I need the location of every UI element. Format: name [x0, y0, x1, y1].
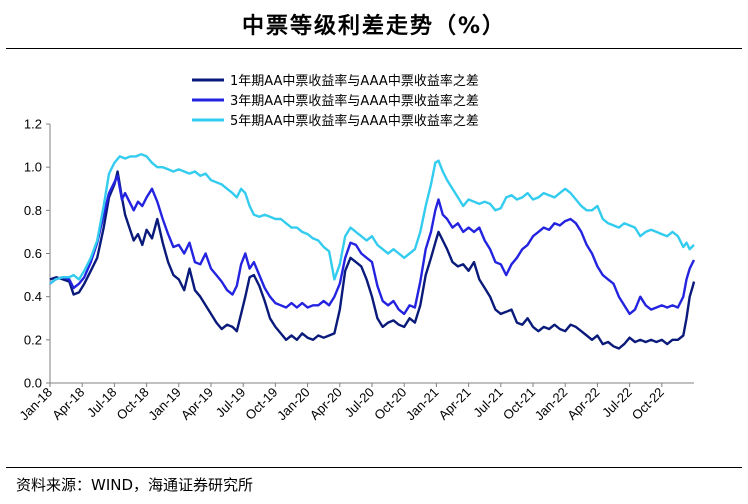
chart-title: 中票等级利差走势（%）	[241, 14, 507, 39]
series-line-3	[49, 153, 695, 285]
x-tick-label: Jul-20	[341, 385, 377, 421]
x-tick-label: Jan-19	[145, 385, 184, 424]
y-tick-label: 0.4	[24, 289, 42, 304]
source-note: 资料来源：WIND，海通证券研究所	[16, 476, 254, 494]
x-tick-label: Oct-19	[242, 385, 280, 423]
y-tick-label: 0.8	[24, 203, 42, 218]
x-tick-label: Apr-21	[436, 385, 474, 423]
line-chart: 0.0 0.2 0.4 0.6 0.8 1.0 1.2 Jan-18Apr-18Jul-18…	[16, 73, 696, 423]
x-tick-label: Jul-18	[84, 385, 120, 421]
x-tick-label: Oct-22	[629, 385, 667, 423]
x-tick-label: Oct-20	[371, 385, 409, 423]
series-line-2	[49, 174, 696, 316]
legend: 1年期AA中票收益率与AAA中票收益率之差 3年期AA中票收益率与AAA中票收益率…	[192, 73, 479, 129]
source-rule	[6, 467, 742, 468]
y-tick-label: 1.2	[24, 117, 42, 132]
x-tick-label: Jan-20	[274, 385, 313, 424]
axes	[49, 124, 694, 384]
legend-label-1: 1年期AA中票收益率与AAA中票收益率之差	[230, 73, 479, 89]
series-lines	[49, 153, 696, 350]
x-tick-label: Oct-21	[500, 385, 538, 423]
y-tick-label: 0.6	[24, 246, 42, 261]
x-tick-label: Apr-18	[49, 385, 87, 423]
x-tick-label: Oct-18	[114, 385, 152, 423]
x-axis-ticks: Jan-18Apr-18Jul-18Oct-18Jan-19Apr-19Jul-…	[16, 383, 667, 423]
x-tick-label: Apr-22	[564, 385, 602, 423]
series-line-1	[49, 170, 696, 350]
y-tick-label: 0.0	[24, 376, 42, 391]
x-tick-label: Jul-21	[470, 385, 506, 421]
x-tick-label: Jul-19	[213, 385, 249, 421]
x-tick-label: Apr-20	[307, 385, 345, 423]
x-tick-label: Jan-21	[403, 385, 442, 424]
legend-label-3: 5年期AA中票收益率与AAA中票收益率之差	[230, 113, 479, 129]
x-tick-label: Jan-22	[532, 385, 571, 424]
y-tick-label: 0.2	[24, 332, 42, 347]
x-tick-label: Jul-22	[599, 385, 635, 421]
x-tick-label: Apr-19	[178, 385, 216, 423]
legend-label-2: 3年期AA中票收益率与AAA中票收益率之差	[230, 93, 479, 109]
y-tick-label: 1.0	[24, 160, 42, 175]
title-rule	[6, 48, 742, 49]
y-axis-ticks: 0.0 0.2 0.4 0.6 0.8 1.0 1.2	[24, 117, 50, 391]
